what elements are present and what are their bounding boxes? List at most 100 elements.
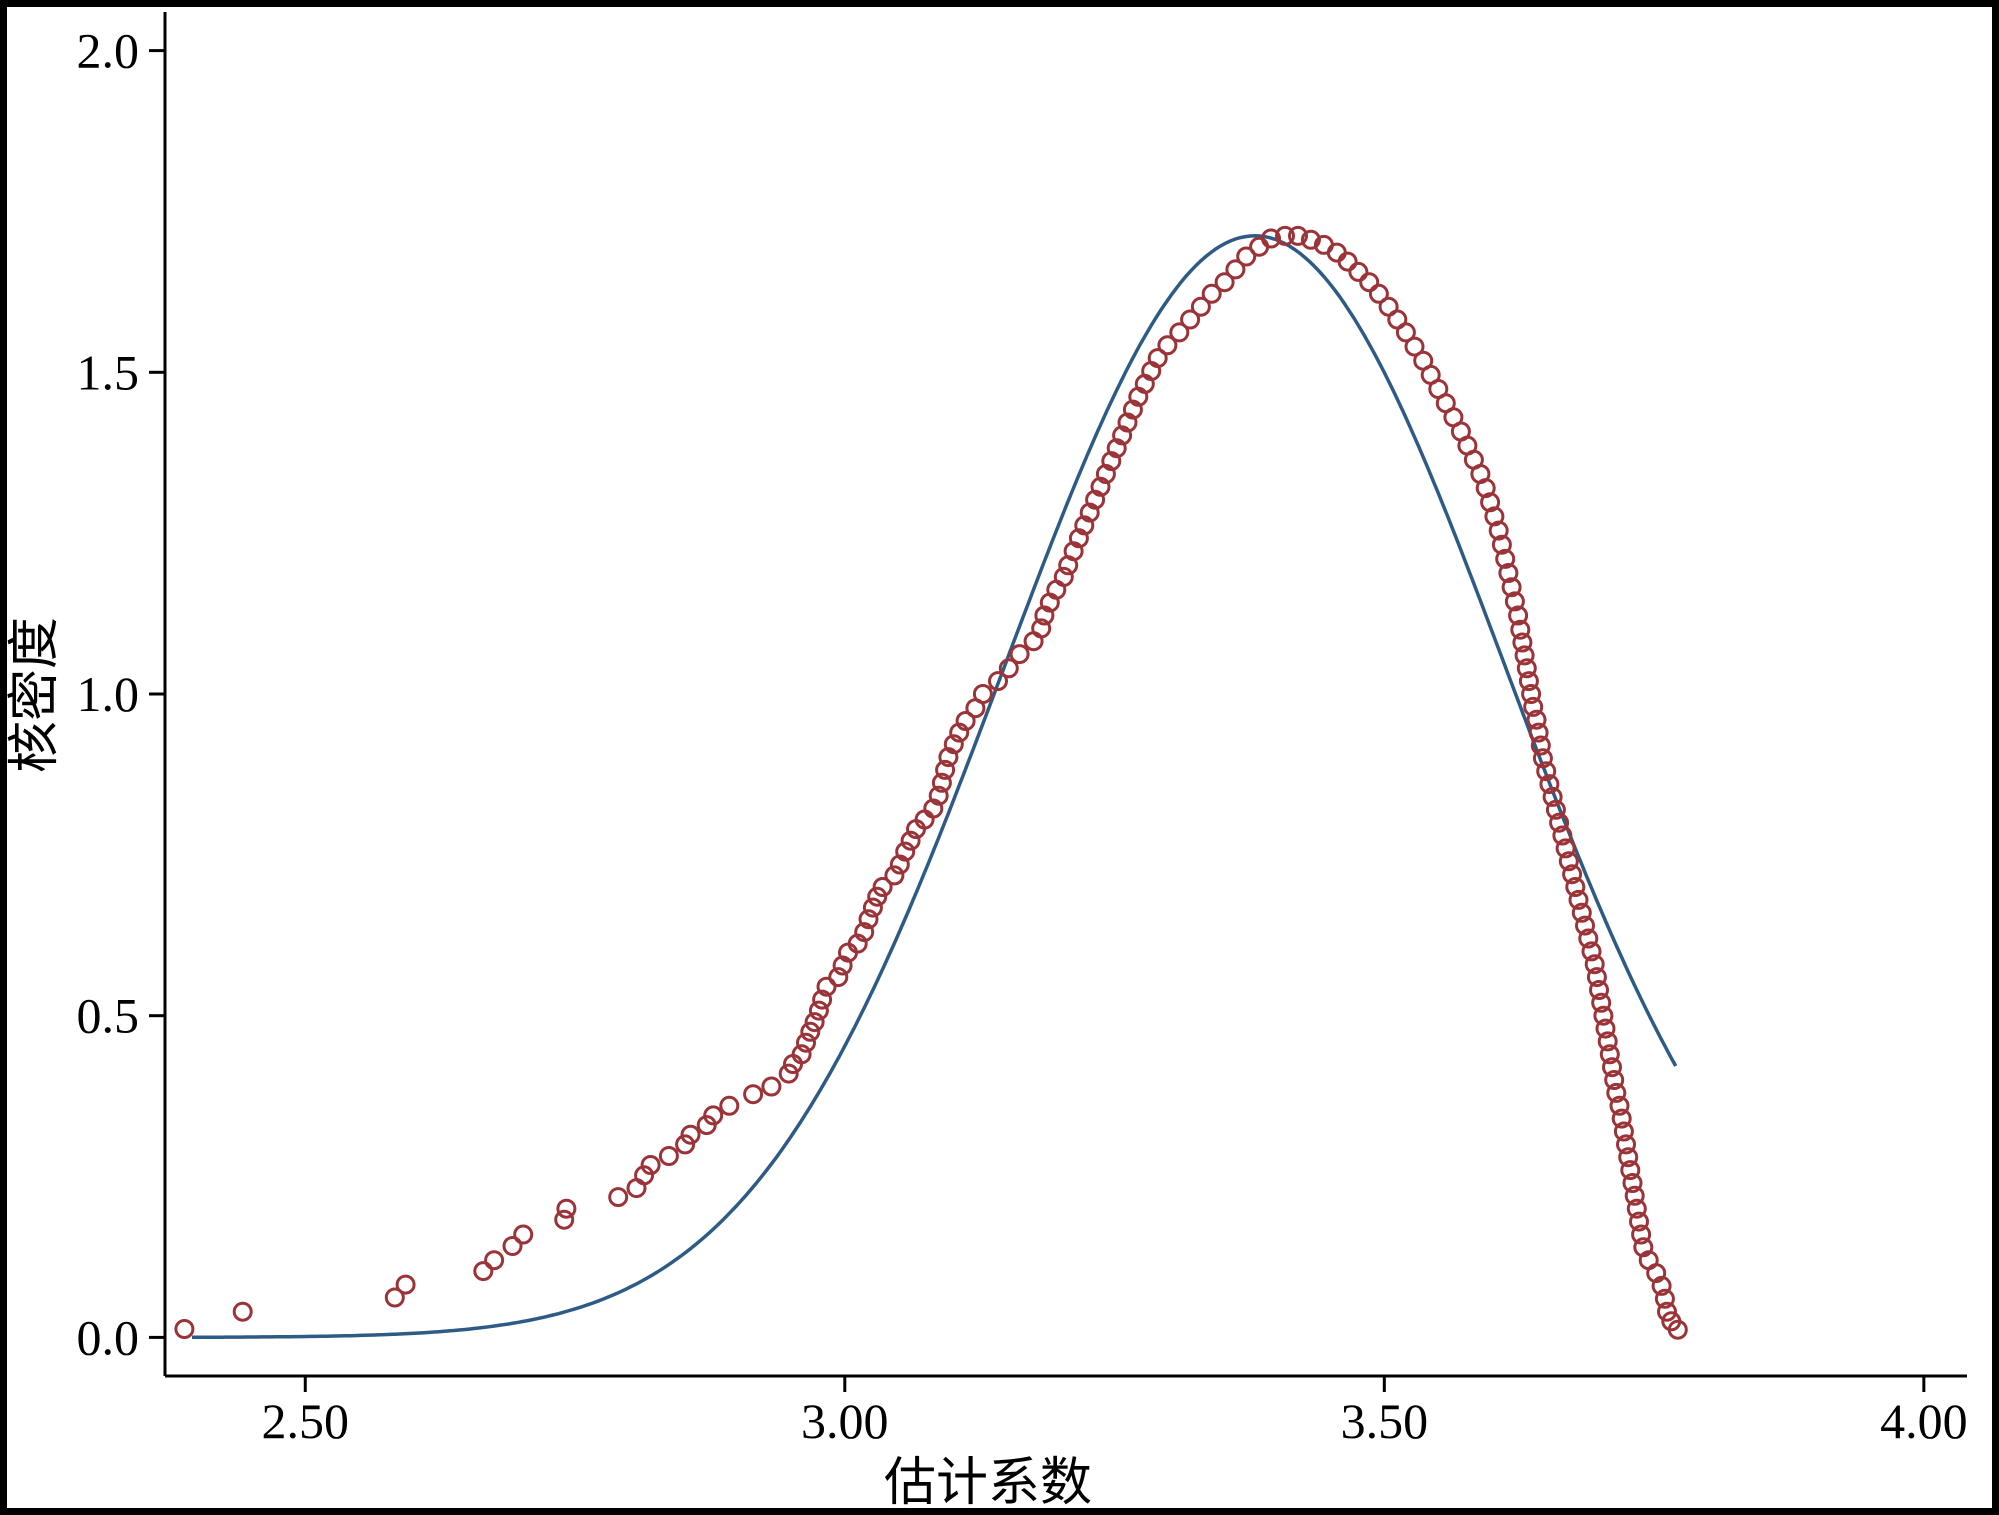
density-point bbox=[900, 830, 921, 851]
density-point bbox=[796, 1032, 816, 1053]
density-point bbox=[1624, 1185, 1645, 1206]
density-point bbox=[743, 1084, 764, 1105]
density-point bbox=[1545, 799, 1566, 820]
density-point bbox=[872, 877, 893, 897]
density-point bbox=[1626, 1198, 1647, 1219]
density-point bbox=[832, 955, 853, 976]
y-tick-label: 1.5 bbox=[77, 344, 140, 400]
density-point bbox=[1034, 605, 1055, 626]
density-point bbox=[998, 658, 1019, 679]
density-point bbox=[1578, 928, 1599, 949]
density-point bbox=[1090, 476, 1111, 497]
x-tick-label: 3.50 bbox=[1341, 1393, 1429, 1449]
density-point bbox=[513, 1224, 534, 1245]
density-point bbox=[1633, 1237, 1654, 1258]
y-tick-label: 2.0 bbox=[77, 23, 140, 79]
density-point bbox=[1581, 941, 1602, 962]
density-point bbox=[828, 967, 849, 988]
x-tick-label: 4.00 bbox=[1880, 1393, 1968, 1449]
density-point bbox=[1510, 619, 1531, 640]
density-point bbox=[1101, 451, 1122, 472]
density-point bbox=[1518, 671, 1539, 692]
density-point bbox=[1068, 528, 1089, 549]
density-point bbox=[1571, 902, 1592, 923]
density-point bbox=[1536, 761, 1557, 782]
density-point bbox=[1169, 322, 1190, 343]
density-point bbox=[1539, 774, 1560, 795]
density-point bbox=[1488, 520, 1509, 541]
density-point bbox=[1495, 548, 1516, 569]
density-point bbox=[1558, 851, 1579, 872]
density-point bbox=[1552, 825, 1573, 846]
density-point bbox=[608, 1187, 629, 1208]
density-point bbox=[658, 1146, 679, 1166]
density-point bbox=[1359, 272, 1380, 293]
density-point bbox=[1117, 412, 1138, 433]
density-point bbox=[1609, 1095, 1630, 1116]
density-point bbox=[1613, 1121, 1634, 1142]
density-point bbox=[1498, 563, 1519, 583]
density-point bbox=[1508, 605, 1529, 626]
density-point bbox=[634, 1165, 655, 1186]
density-point bbox=[1646, 1263, 1667, 1284]
density-point bbox=[484, 1250, 505, 1271]
density-point bbox=[884, 865, 905, 886]
density-point bbox=[1074, 515, 1095, 536]
density-point bbox=[1586, 967, 1607, 988]
density-point bbox=[1501, 577, 1522, 598]
density-point bbox=[1395, 322, 1416, 343]
density-point bbox=[1261, 228, 1281, 249]
density-point bbox=[778, 1063, 799, 1084]
density-point bbox=[816, 976, 837, 997]
x-tick-label: 2.50 bbox=[262, 1393, 350, 1449]
density-point bbox=[812, 989, 833, 1010]
density-point bbox=[955, 711, 976, 731]
y-tick-label: 1.0 bbox=[77, 666, 140, 722]
y-axis-title: 核密度 bbox=[5, 617, 65, 773]
density-point bbox=[804, 1012, 825, 1033]
density-point bbox=[556, 1198, 577, 1219]
density-point bbox=[938, 747, 959, 768]
density-point bbox=[1602, 1057, 1622, 1078]
x-axis-title: 估计系数 bbox=[884, 1453, 1092, 1513]
density-point bbox=[1337, 251, 1358, 272]
density-point bbox=[1190, 296, 1211, 317]
density-point bbox=[1589, 980, 1609, 1000]
density-point bbox=[1606, 1082, 1627, 1103]
density-point bbox=[1575, 915, 1595, 936]
density-point bbox=[1249, 236, 1270, 257]
density-point bbox=[1504, 591, 1525, 612]
density-point bbox=[1201, 283, 1222, 304]
density-point bbox=[640, 1155, 661, 1175]
density-point bbox=[1147, 348, 1168, 369]
density-point bbox=[1651, 1275, 1672, 1296]
density-point bbox=[1611, 1108, 1632, 1129]
density-point bbox=[1521, 684, 1542, 704]
density-point bbox=[1300, 229, 1321, 250]
density-point bbox=[935, 759, 956, 780]
density-point bbox=[943, 734, 964, 755]
density-point bbox=[858, 909, 879, 930]
density-point bbox=[931, 772, 952, 793]
density-point bbox=[1593, 1005, 1614, 1026]
x-tick-label: 3.00 bbox=[801, 1393, 889, 1449]
density-point bbox=[889, 854, 910, 875]
density-point bbox=[972, 684, 993, 704]
normal-curve-line bbox=[191, 234, 1678, 1340]
density-point bbox=[1562, 864, 1583, 885]
density-point bbox=[1555, 838, 1576, 859]
density-point bbox=[1214, 272, 1235, 293]
density-point bbox=[988, 671, 1008, 692]
density-point bbox=[1629, 1211, 1649, 1232]
density-point bbox=[1348, 261, 1369, 282]
density-point bbox=[1616, 1134, 1636, 1155]
density-point bbox=[1523, 696, 1544, 717]
density-point bbox=[1532, 748, 1553, 769]
density-point bbox=[680, 1124, 701, 1145]
density-point bbox=[1622, 1173, 1643, 1193]
density-point bbox=[1236, 246, 1257, 267]
density-point bbox=[232, 1301, 253, 1322]
density-point bbox=[1512, 632, 1533, 653]
